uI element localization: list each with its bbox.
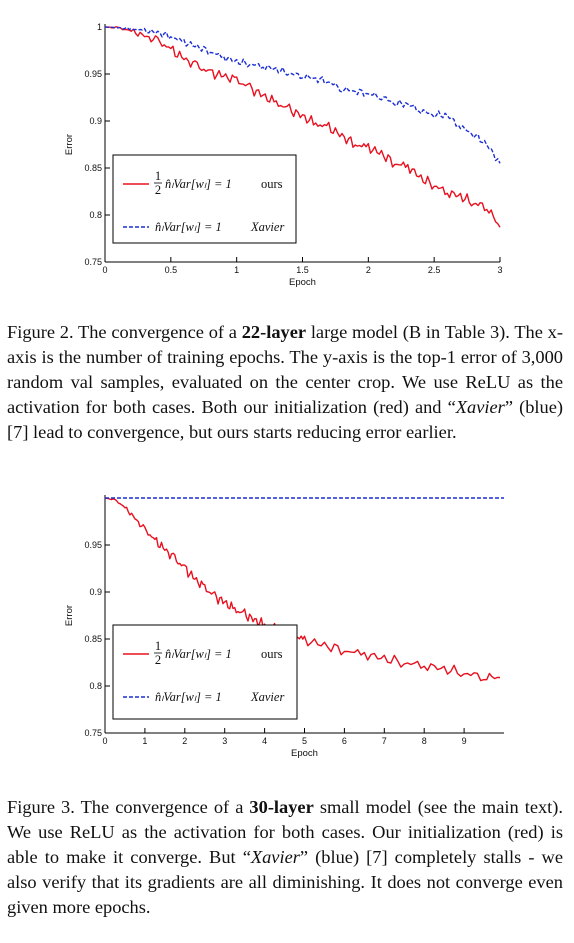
x-tick-label: 2.5 [428, 265, 441, 275]
legend-expression: n̂ₗVar[wₗ] = 1 [165, 647, 232, 661]
x-tick-label: 8 [422, 736, 427, 746]
legend-frac-numerator: 1 [155, 169, 161, 183]
caption-bold: 30-layer [249, 797, 314, 817]
y-tick-label: 0.8 [89, 681, 102, 691]
figure-3: 0.75 0.8 0.85 0.9 0.95 0 1 2 3 4 5 6 7 8 9 Epoch Error 1 2… [0, 478, 574, 778]
y-tick-label: 1 [97, 22, 102, 32]
y-tick-label: 0.95 [84, 69, 102, 79]
series-line-xavier [104, 26, 501, 164]
series-line-ours [104, 26, 501, 228]
y-tick-label: 0.9 [89, 116, 102, 126]
caption-text: small model (see the main text). We use … [7, 797, 564, 867]
y-tick-label: 0.75 [84, 728, 102, 738]
y-axis-title: Error [64, 605, 75, 626]
caption-text: ” (blue) [7] lead to convergence, but ou… [7, 397, 564, 442]
x-tick-label: 3 [497, 265, 502, 275]
x-axis-title: Epoch [289, 277, 316, 288]
x-tick-label: 2 [182, 736, 187, 746]
y-tick-label: 0.9 [89, 587, 102, 597]
legend-label-xavier: Xavier [250, 220, 284, 234]
figure-2: 0.75 0.8 0.85 0.9 0.95 1 0 0.5 1 1.5 2 2.5 3 Epoch Err… [0, 0, 574, 300]
x-tick-label: 0 [102, 736, 107, 746]
y-tick-label: 0.75 [84, 257, 102, 267]
caption-text: Figure 2. The convergence of a [7, 322, 242, 342]
x-tick-label: 1 [142, 736, 147, 746]
x-tick-label: 0.5 [165, 265, 178, 275]
y-tick-label: 0.85 [84, 163, 102, 173]
legend-expression: n̂ₗVar[wₗ] = 1 [155, 690, 222, 704]
legend-frac-numerator: 1 [155, 639, 161, 653]
figure-3-caption: Figure 3. The convergence of a 30-layer … [7, 795, 563, 920]
legend-frac-denominator: 2 [155, 183, 161, 197]
x-tick-label: 4 [262, 736, 267, 746]
caption-text: ” (blue) [7] completely stalls - we also… [7, 847, 563, 917]
legend-box [112, 624, 298, 720]
series-line-ours [104, 497, 501, 682]
y-tick-label: 0.95 [84, 540, 102, 550]
x-tick-label: 9 [462, 736, 467, 746]
legend-frac-denominator: 2 [155, 653, 161, 667]
x-tick-label: 2 [366, 265, 371, 275]
caption-text: large model (B in Table 3). The x-axis i… [7, 322, 564, 417]
legend-expression: n̂ₗVar[wₗ] = 1 [165, 177, 232, 191]
figure-3-chart: 0.750.80.850.90.950 1 2 3 4 5 6 7 8 9EpochError12… [64, 495, 504, 759]
legend-label-xavier: Xavier [250, 690, 284, 704]
caption-text: Figure 3. The convergence of a [7, 797, 250, 817]
figure-2-caption: Figure 2. The convergence of a 22-layer … [7, 320, 563, 445]
y-tick-label: 0.85 [84, 634, 102, 644]
caption-bold: 22-layer [241, 322, 307, 342]
legend-expression: n̂ₗVar[wₗ] = 1 [155, 220, 222, 234]
x-tick-label: 1.5 [296, 265, 309, 275]
y-tick-label: 0.8 [89, 210, 102, 220]
legend-label-ours: ours [261, 177, 283, 191]
x-tick-label: 6 [342, 736, 347, 746]
x-tick-label: 5 [302, 736, 307, 746]
x-axis-title: Epoch [291, 748, 318, 759]
x-tick-label: 3 [222, 736, 227, 746]
x-tick-label: 1 [234, 265, 239, 275]
y-axis-title: Error [64, 134, 75, 155]
legend-box [112, 154, 297, 244]
x-tick-label: 7 [382, 736, 387, 746]
legend-label-ours: ours [261, 647, 283, 661]
caption-italic: Xavier [250, 847, 300, 867]
x-tick-label: 0 [102, 265, 107, 275]
caption-italic: Xavier [455, 397, 505, 417]
figure-2-chart: 0.75 0.8 0.85 0.9 0.95 1 0 0.5 1 1.5 2 2.5 3 Epoch Err… [64, 22, 503, 288]
